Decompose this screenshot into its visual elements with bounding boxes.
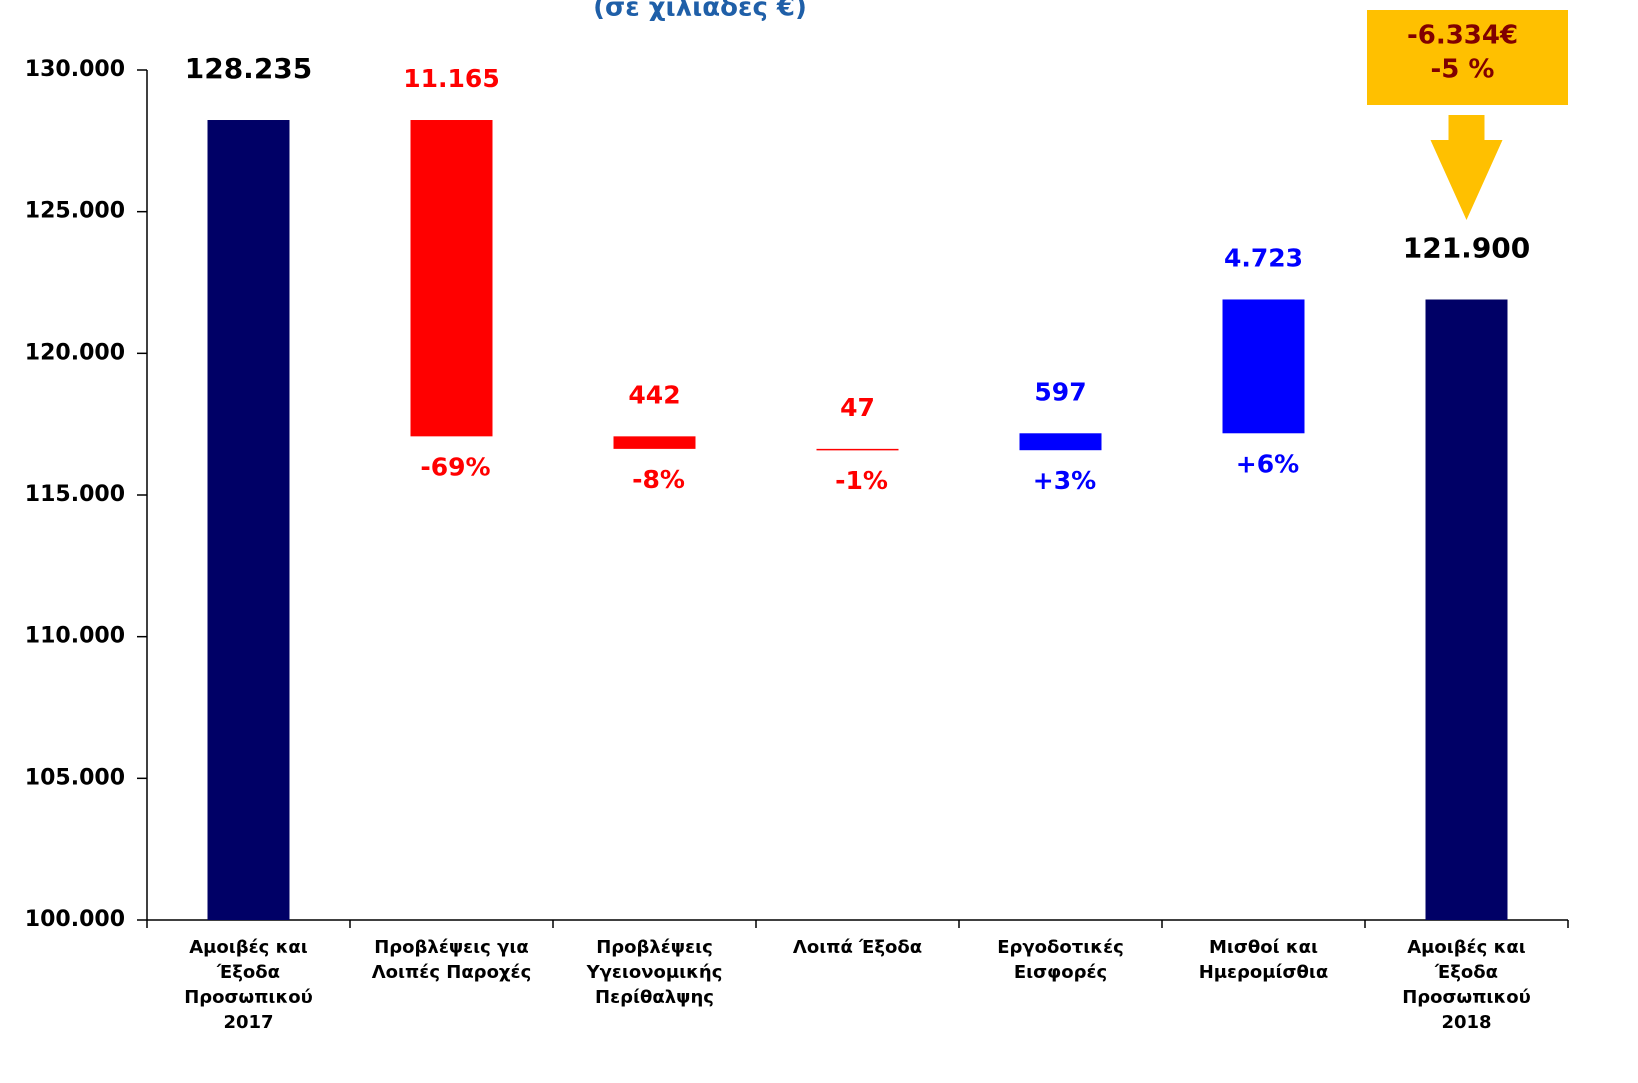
- value-label: 11.165: [403, 64, 499, 93]
- value-label: 597: [1034, 377, 1086, 406]
- x-tick-label-line: 2018: [1441, 1012, 1491, 1033]
- callout-text: -6.334€: [1407, 21, 1518, 51]
- x-tick-label: Αμοιβές και Έξοδα Προσωπικού 2017: [184, 937, 313, 1033]
- x-tick-label-line: Ημερομίσθια: [1199, 962, 1329, 983]
- percent-label: -1%: [835, 466, 888, 495]
- x-tick-label-line: 2017: [223, 1012, 273, 1033]
- x-tick-label-line: Αμοιβές και: [1407, 937, 1526, 958]
- x-tick-label-line: Αμοιβές και: [189, 937, 308, 958]
- x-tick-label-line: Προσωπικού: [184, 987, 313, 1008]
- value-label: 121.900: [1403, 232, 1531, 265]
- bar: [1425, 299, 1508, 920]
- x-tick-label: Προβλέψεις Υγειονομικής Περίθαλψης: [586, 937, 723, 1008]
- percent-label: -69%: [420, 452, 490, 481]
- bar: [816, 448, 899, 451]
- y-tick-label: 130.000: [25, 57, 125, 82]
- y-tick-label: 100.000: [25, 907, 125, 932]
- value-label: 47: [840, 393, 875, 422]
- x-tick-label-line: Έξοδα: [1434, 962, 1498, 983]
- percent-label: -8%: [632, 465, 685, 494]
- x-tick-label-line: Λοιπές Παροχές: [372, 962, 532, 983]
- value-label: 442: [628, 380, 680, 409]
- y-tick-label: 105.000: [25, 765, 125, 790]
- x-tick-label: Προβλέψεις για Λοιπές Παροχές: [372, 937, 532, 983]
- x-tick-label-line: Προβλέψεις: [596, 937, 713, 958]
- x-tick-label: Αμοιβές και Έξοδα Προσωπικού 2018: [1402, 937, 1531, 1033]
- percent-label: +6%: [1236, 449, 1299, 478]
- x-tick-label-line: Μισθοί και: [1209, 937, 1318, 958]
- x-tick-label-line: Έξοδα: [216, 962, 280, 983]
- x-tick-label-line: Περίθαλψης: [595, 987, 714, 1008]
- callout-arrow: [1430, 115, 1503, 220]
- x-tick-label: Λοιπά Έξοδα: [793, 937, 922, 958]
- value-label: 4.723: [1224, 243, 1303, 272]
- y-tick-label: 120.000: [25, 340, 125, 365]
- x-tick-label-line: Εργοδοτικές: [997, 937, 1124, 958]
- bar: [207, 120, 290, 921]
- bar: [1019, 433, 1102, 451]
- x-tick-label-line: Υγειονομικής: [586, 962, 723, 983]
- percent-label: +3%: [1033, 466, 1096, 495]
- y-tick-label: 115.000: [25, 482, 125, 507]
- x-tick-label-line: Λοιπά Έξοδα: [793, 937, 922, 958]
- chart-subtitle: (σε χιλιάδες €): [593, 0, 807, 23]
- x-tick-label: Εργοδοτικές Εισφορές: [997, 937, 1124, 983]
- callout-box: [1367, 10, 1568, 105]
- bar: [613, 436, 696, 449]
- x-tick-label-line: Εισφορές: [1014, 962, 1107, 983]
- bar: [410, 120, 493, 437]
- bar: [1222, 299, 1305, 434]
- x-tick-label-line: Προβλέψεις για: [374, 937, 529, 958]
- y-tick-label: 125.000: [25, 199, 125, 224]
- x-tick-label-line: Προσωπικού: [1402, 987, 1531, 1008]
- callout-text: -5 %: [1431, 55, 1495, 85]
- value-label: 128.235: [185, 52, 313, 85]
- y-tick-label: 110.000: [25, 624, 125, 649]
- x-tick-label: Μισθοί και Ημερομίσθια: [1199, 937, 1329, 983]
